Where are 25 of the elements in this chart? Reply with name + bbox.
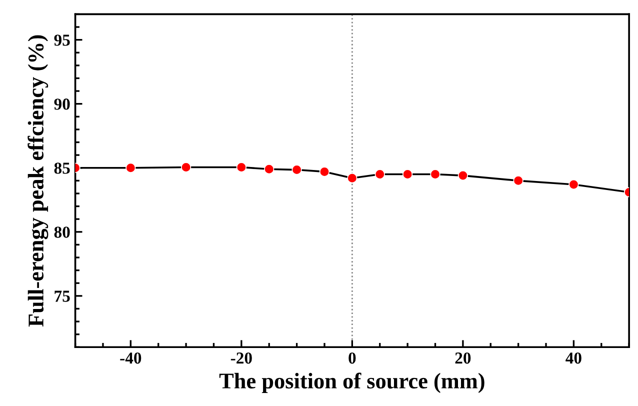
point	[374, 169, 385, 180]
x-tick-label: -40	[120, 352, 142, 364]
point	[513, 176, 524, 186]
y-tick-label: 90	[54, 98, 70, 110]
x-tick-label: 20	[455, 352, 471, 364]
x-tick-label: 40	[566, 352, 582, 364]
point	[292, 164, 302, 175]
y-tick-label: 95	[54, 34, 70, 46]
point	[264, 164, 274, 174]
y-tick-label: 80	[54, 226, 70, 238]
y-axis-title: Full-erengy peak effciency (%)	[28, 35, 48, 327]
point	[236, 162, 246, 172]
point	[347, 173, 358, 184]
x-axis-title: The position of source (mm)	[219, 372, 484, 394]
y-tick-label: 85	[54, 162, 70, 174]
point	[126, 162, 136, 173]
point	[568, 179, 579, 190]
point	[180, 162, 192, 172]
point	[458, 170, 468, 181]
y-tick-label: 75	[54, 290, 70, 302]
point	[319, 166, 330, 177]
x-tick-label: -20	[230, 352, 252, 364]
x-tick-label: 0	[348, 352, 356, 364]
point	[430, 169, 440, 180]
point	[402, 169, 413, 180]
